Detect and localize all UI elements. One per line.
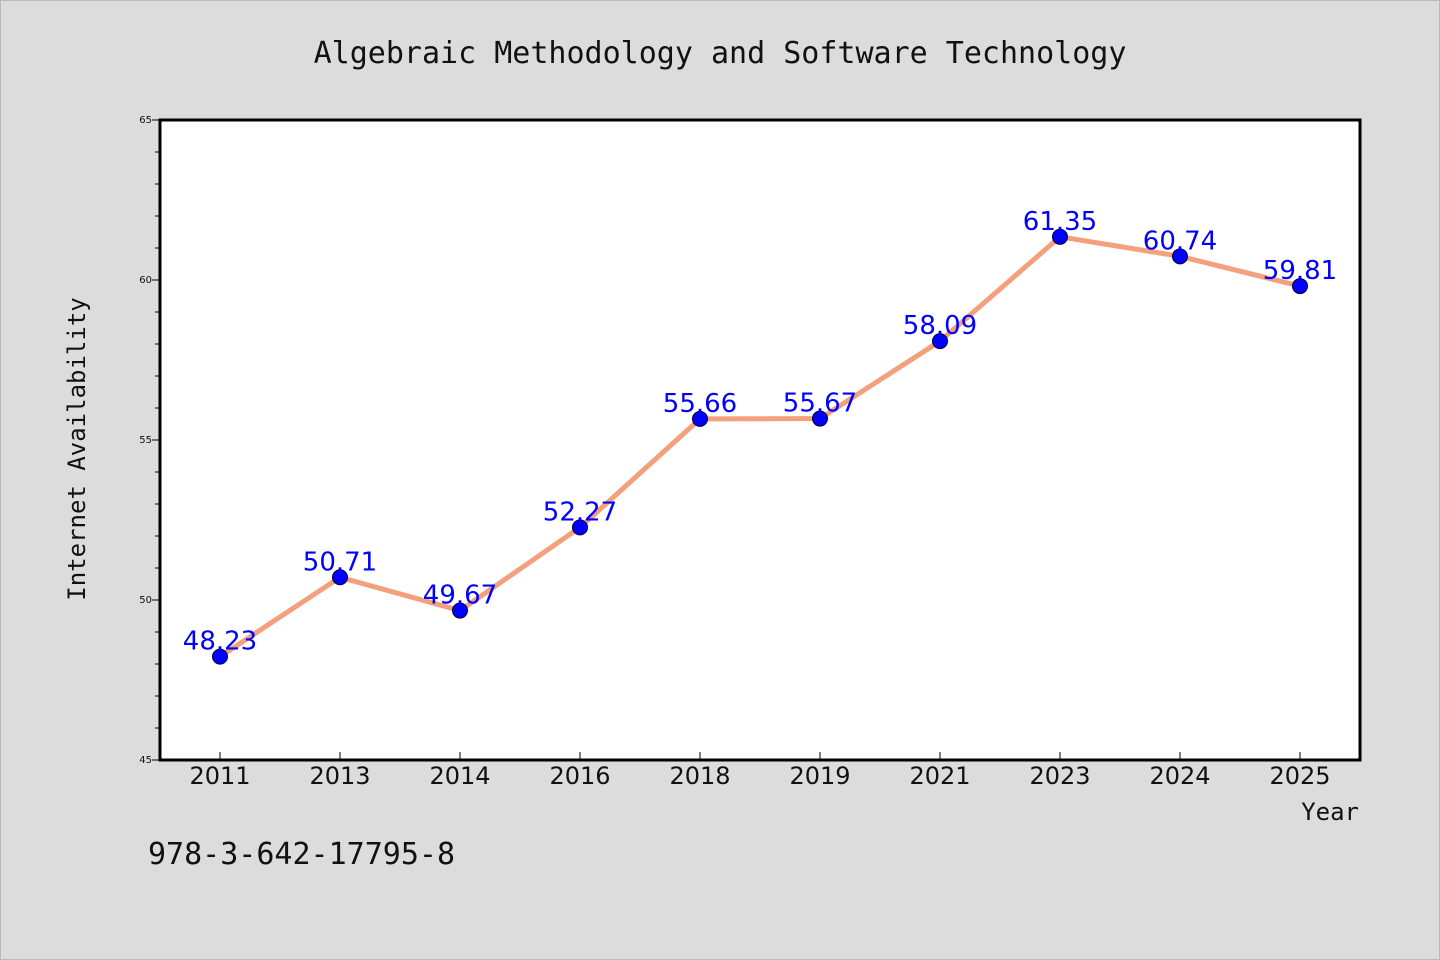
data-point [1172,248,1188,265]
data-label: 58.09 [903,311,977,341]
x-tick-label: 2019 [789,762,850,790]
data-point [212,648,228,665]
x-tick-label: 2013 [309,762,370,790]
data-point [1052,228,1068,245]
y-tick-label: 50 [139,595,152,606]
x-tick-label: 2021 [909,762,970,790]
footer-isbn: 978-3-642-17795-8 [148,837,455,872]
x-tick-label: 2023 [1029,762,1090,790]
data-label: 50.71 [303,547,377,577]
y-tick-label: 55 [139,435,152,446]
chart-title: Algebraic Methodology and Software Techn… [314,36,1127,71]
y-axis-label: Internet Availability [63,297,91,600]
x-axis-ticks: 2011 2013 2014 2016 2018 2019 2021 2023 2024 2025 [189,752,1331,790]
x-tick-label: 2025 [1269,762,1330,790]
data-point [812,410,828,427]
data-point [932,333,948,350]
data-label: 59.81 [1263,256,1337,286]
y-tick-label: 60 [139,275,152,286]
x-tick-label: 2024 [1149,762,1210,790]
data-label: 49.67 [423,581,497,611]
x-axis-label: Year [1301,798,1359,826]
plot-area [158,118,1362,762]
y-axis-ticks: 45 50 55 60 65 [139,115,160,766]
data-point [452,602,468,619]
data-point [332,569,348,586]
data-label: 55.66 [663,389,737,419]
data-label: 60.74 [1143,226,1217,256]
x-tick-label: 2011 [189,762,250,790]
data-point [572,519,588,536]
data-label: 61.35 [1023,207,1097,237]
y-tick-label: 65 [139,115,152,126]
x-tick-label: 2018 [669,762,730,790]
series-group [212,228,1308,665]
data-labels: 48.23 50.71 49.67 52.27 55.66 55.67 58.09 61.35… [183,207,1337,657]
data-label: 52.27 [543,497,617,527]
series-line [217,234,1303,660]
x-tick-label: 2016 [549,762,610,790]
data-point [692,410,708,427]
x-tick-label: 2014 [429,762,490,790]
y-tick-label: 45 [139,755,152,766]
data-point [1292,278,1308,295]
data-label: 48.23 [183,627,257,657]
data-label: 55.67 [783,389,857,419]
